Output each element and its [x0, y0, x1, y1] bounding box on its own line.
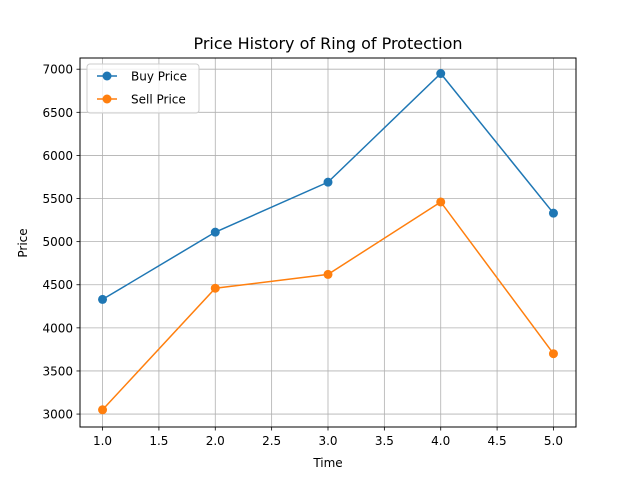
data-point-sell-price [323, 269, 333, 279]
legend-marker [102, 71, 112, 81]
y-tick-label: 3500 [42, 364, 73, 378]
data-point-sell-price [548, 349, 558, 359]
x-axis: 1.0 1.5 2.0 2.5 3.0 3.5 4.0 4.5 5.0 [93, 427, 563, 448]
grid [80, 58, 576, 427]
data-point-sell-price [436, 197, 446, 207]
legend-label: Buy Price [131, 70, 187, 84]
x-tick-label: 3.5 [375, 434, 394, 448]
x-tick-label: 5.0 [544, 434, 563, 448]
data-point-buy-price [98, 294, 108, 304]
y-tick-label: 6500 [42, 106, 73, 120]
legend-marker [102, 94, 112, 104]
legend-item-buy-price: Buy Price [97, 70, 187, 84]
x-tick-label: 2.0 [206, 434, 225, 448]
y-tick-label: 5000 [42, 235, 73, 249]
data-point-buy-price [548, 208, 558, 218]
x-axis-label: Time [312, 456, 342, 470]
series-buy-price [98, 69, 558, 304]
y-tick-label: 3000 [42, 408, 73, 422]
legend-item-sell-price: Sell Price [97, 93, 186, 107]
x-tick-label: 2.5 [262, 434, 281, 448]
data-point-buy-price [323, 177, 333, 187]
y-tick-label: 6000 [42, 149, 73, 163]
chart-title: Price History of Ring of Protection [193, 34, 462, 53]
series-layer [98, 69, 558, 415]
data-point-buy-price [210, 227, 220, 237]
data-point-sell-price [210, 283, 220, 293]
x-tick-label: 1.0 [93, 434, 112, 448]
y-tick-label: 5500 [42, 192, 73, 206]
x-tick-label: 4.5 [488, 434, 507, 448]
y-tick-label: 7000 [42, 63, 73, 77]
series-sell-price [98, 197, 558, 415]
data-point-sell-price [98, 405, 108, 415]
y-axis: 3000 3500 4000 4500 5000 5500 6000 6500 7000 [42, 63, 80, 422]
y-tick-label: 4500 [42, 278, 73, 292]
y-tick-label: 4000 [42, 321, 73, 335]
legend-label: Sell Price [131, 93, 186, 107]
x-tick-label: 1.5 [149, 434, 168, 448]
x-tick-label: 3.0 [318, 434, 337, 448]
y-axis-label: Price [16, 228, 30, 257]
legend: Buy Price Sell Price [86, 63, 200, 114]
x-tick-label: 4.0 [431, 434, 450, 448]
data-point-buy-price [436, 69, 446, 79]
